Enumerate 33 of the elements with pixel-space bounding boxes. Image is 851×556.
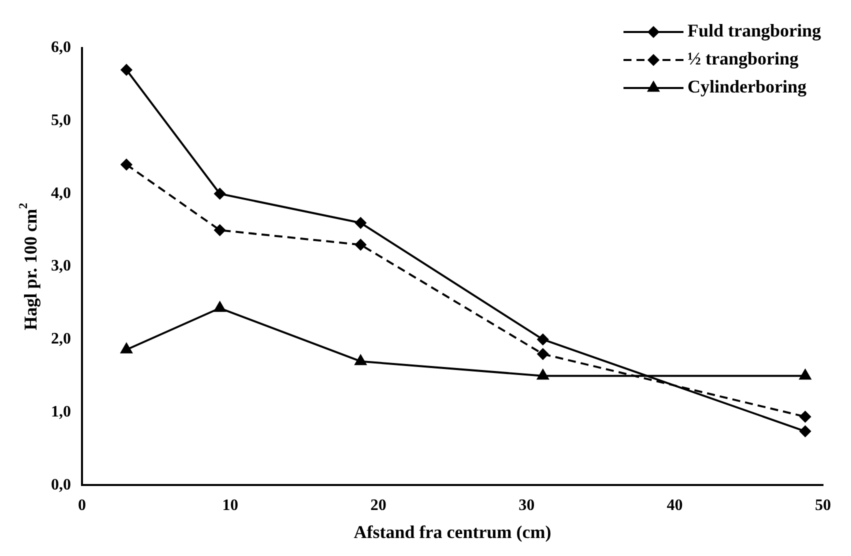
- x-tick-label: 30: [518, 496, 535, 514]
- x-axis-title: Afstand fra centrum (cm): [354, 522, 552, 542]
- y-tick-label: 5,0: [51, 112, 71, 130]
- point: [799, 410, 811, 422]
- point: [354, 217, 366, 229]
- y-tick-label: 2,0: [51, 330, 71, 348]
- point: [120, 158, 132, 170]
- point: [537, 348, 549, 360]
- legend-label: ½ trangboring: [687, 48, 798, 69]
- point: [214, 224, 226, 236]
- point: [354, 238, 366, 250]
- y-tick-label: 4,0: [51, 184, 71, 202]
- point: [799, 369, 812, 380]
- x-tick-label: 50: [815, 496, 831, 514]
- point: [537, 334, 549, 346]
- y-tick-label: 6,0: [51, 39, 71, 56]
- y-axis-title: Hagl pr. 100 cm2: [16, 202, 41, 330]
- legend-label: Fuld trangboring: [687, 20, 822, 41]
- x-tick-label: 40: [666, 496, 683, 514]
- y-tick-label: 3,0: [51, 258, 71, 275]
- point: [354, 354, 367, 366]
- point: [799, 426, 811, 438]
- point: [214, 188, 226, 200]
- point: [536, 369, 549, 380]
- y-tick-label: 0,0: [51, 476, 71, 494]
- x-tick-label: 10: [222, 496, 238, 514]
- point: [120, 64, 132, 76]
- point: [120, 342, 132, 354]
- legend-label: Cylinderboring: [687, 76, 806, 97]
- point: [214, 301, 226, 312]
- x-tick-label: 20: [370, 496, 386, 514]
- x-tick-label: 0: [78, 496, 86, 514]
- y-tick-label: 1,0: [51, 403, 71, 420]
